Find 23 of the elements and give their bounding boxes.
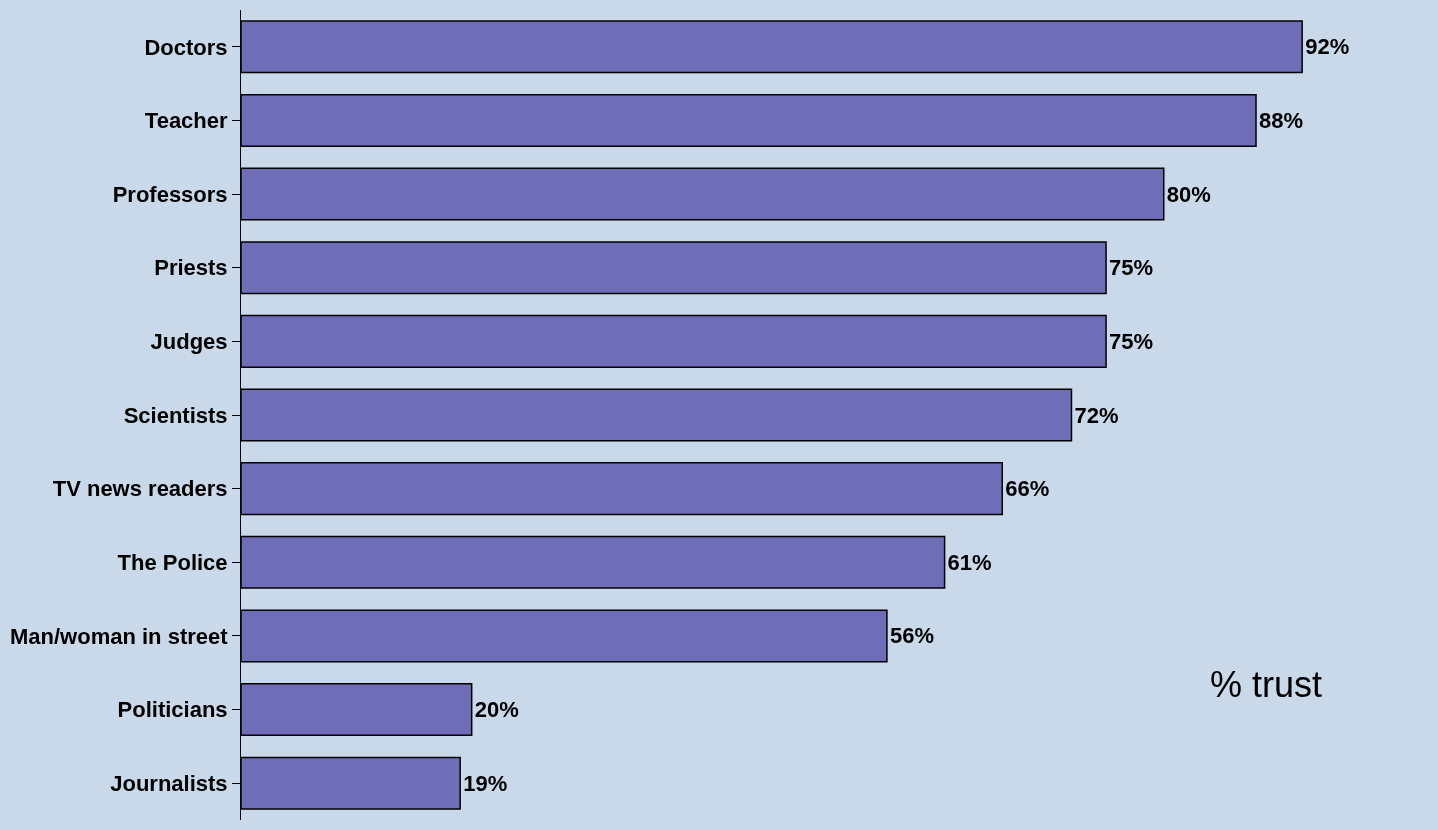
data-label: 80% (1166, 181, 1211, 207)
annotation: % trust (1210, 664, 1323, 705)
data-label: 56% (889, 623, 934, 649)
data-label: 66% (1005, 476, 1050, 502)
y-tick-label: Politicians (117, 697, 228, 723)
y-tick-label: Scientists (123, 402, 228, 428)
y-tick-label: Professors (112, 181, 228, 207)
data-label: 19% (463, 770, 508, 796)
y-tick-label: The Police (117, 549, 228, 575)
data-label: 75% (1109, 328, 1154, 354)
y-tick-label: Teacher (144, 108, 229, 134)
y-tick-label: Man/woman in street (10, 623, 229, 649)
y-tick-label: Journalists (110, 770, 228, 796)
y-tick-label: TV news readers (52, 476, 228, 502)
data-label: 75% (1109, 255, 1154, 281)
y-tick-label: Judges (150, 329, 228, 355)
data-label: 20% (474, 697, 519, 723)
data-label: 88% (1259, 107, 1304, 133)
y-tick-label: Priests (154, 255, 228, 281)
y-tick-label: Doctors (144, 34, 228, 60)
data-label: 72% (1074, 402, 1119, 428)
data-label: 61% (947, 549, 992, 575)
data-label: 92% (1305, 34, 1350, 60)
